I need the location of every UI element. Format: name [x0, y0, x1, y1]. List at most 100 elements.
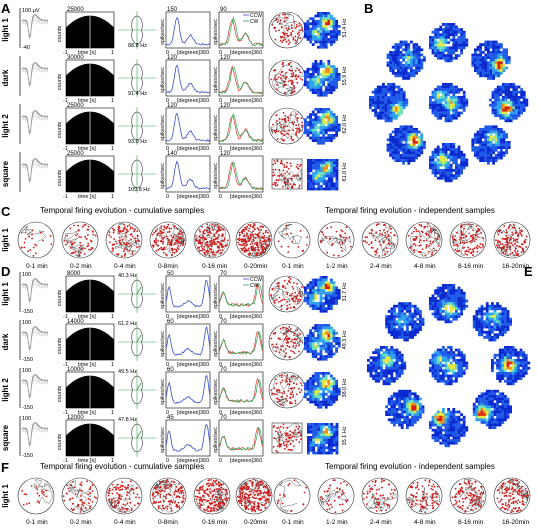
rate-map-bin — [420, 138, 423, 141]
rate-map-bin — [322, 390, 325, 393]
rate-map-bin — [396, 356, 399, 359]
rate-map-bin — [512, 382, 515, 385]
rate-map-bin — [418, 138, 421, 141]
spike-dot — [293, 387, 295, 389]
rate-map-bin — [388, 354, 391, 357]
rate-map-bin — [320, 276, 323, 279]
rate-map-bin — [458, 294, 461, 297]
rate-map-bin — [327, 17, 330, 20]
rate-map-bin — [499, 356, 502, 359]
rate-map-bin — [495, 128, 498, 131]
spike-dot — [298, 351, 300, 353]
rate-map-bin — [450, 300, 453, 303]
spike-dot — [118, 232, 120, 234]
spike-dot — [80, 252, 82, 254]
rate-map-bin — [450, 99, 453, 102]
rate-map-bin — [434, 307, 437, 310]
rate-map-bin — [330, 89, 333, 92]
rate-map-bin — [312, 380, 315, 383]
rate-map-bin — [460, 372, 463, 375]
rate-map-bin — [445, 57, 448, 60]
rate-map-bin — [312, 345, 315, 348]
spike-dot — [293, 21, 295, 23]
rate-map-bin — [499, 104, 502, 107]
rate-map-bin — [442, 52, 445, 55]
rate-map-bin — [330, 305, 333, 308]
rate-map-bin — [447, 104, 450, 107]
rate-map-bin — [439, 426, 442, 429]
spike-dot — [132, 227, 134, 229]
rate-map-bin — [501, 326, 504, 329]
rate-map-bin — [450, 143, 453, 146]
rate-map-bin — [312, 305, 315, 308]
rate-map-bin — [500, 151, 503, 154]
rate-map-bin — [450, 346, 453, 349]
rate-map-bin — [307, 286, 310, 289]
rate-map-bin — [509, 362, 512, 365]
rate-map-bin — [474, 138, 477, 141]
rate-map-bin — [330, 375, 333, 378]
rate-map-bin — [409, 305, 412, 308]
rate-map-bin — [434, 421, 437, 424]
rate-map-bin — [400, 109, 403, 112]
rate-map-bin — [514, 359, 517, 362]
dir-x-right: 360 — [253, 314, 262, 320]
rate-map-bin — [414, 310, 417, 313]
rate-map-bin — [488, 421, 491, 424]
rate-map-bin — [450, 109, 453, 112]
rate-map-bin — [393, 395, 396, 398]
rate-map-bin — [486, 333, 489, 336]
rate-map-bin — [320, 43, 323, 46]
rate-map-bin — [429, 96, 432, 99]
rate-map-bin — [439, 300, 442, 303]
spike-dot — [293, 282, 295, 284]
rate-map-bin — [455, 424, 458, 427]
rate-map-bin — [491, 411, 494, 414]
spike-dot — [124, 255, 126, 257]
rate-map-bin — [336, 172, 339, 175]
rate-map-bin — [501, 405, 504, 408]
rate-map-bin — [501, 333, 504, 336]
spike-dot — [176, 249, 178, 251]
waveform-scale-bottom: -150 — [22, 453, 33, 459]
rate-map-bin — [405, 51, 408, 54]
rate-map-bin — [390, 313, 393, 316]
spike-dot — [295, 402, 297, 404]
rate-map-bin — [309, 345, 312, 348]
rate-map-bin — [327, 116, 330, 119]
rate-map-bin — [335, 121, 338, 124]
rate-map-bin — [437, 57, 440, 60]
spike-dot — [157, 245, 159, 247]
rate-map-bin — [309, 30, 312, 33]
rate-map-bin — [479, 74, 482, 77]
rate-map-bin — [458, 101, 461, 104]
rate-map-bin — [312, 327, 315, 330]
rate-map-bin — [487, 64, 490, 67]
rate-map-bin — [322, 17, 325, 20]
rate-map-bin — [330, 43, 333, 46]
rate-map-bin — [330, 353, 333, 356]
rate-map-bin — [395, 117, 398, 120]
tuning-x-mid: [degrees] — [177, 146, 200, 152]
rate-map-bin — [460, 99, 463, 102]
spike-dot — [272, 344, 274, 346]
rate-map-bin — [320, 289, 323, 292]
rate-map-bin — [395, 114, 398, 117]
rate-map-bin — [434, 93, 437, 96]
rate-map-bin — [387, 117, 390, 120]
spike-dot — [277, 175, 279, 177]
rate-map-bin — [333, 297, 336, 300]
rate-map-bin — [439, 54, 442, 57]
rate-map-bin — [478, 411, 481, 414]
rate-map-bin — [328, 446, 331, 449]
rate-map-bin — [307, 20, 310, 23]
rate-map-bin — [445, 429, 448, 432]
rate-map-bin — [504, 403, 507, 406]
rate-map-bin — [507, 408, 510, 411]
spike-dot — [282, 175, 284, 177]
rate-map-bin — [401, 403, 404, 406]
spike-dot — [70, 228, 72, 230]
rate-map-bin — [512, 380, 515, 383]
rate-map-bin — [385, 88, 388, 91]
rate-map-bin — [490, 61, 493, 64]
